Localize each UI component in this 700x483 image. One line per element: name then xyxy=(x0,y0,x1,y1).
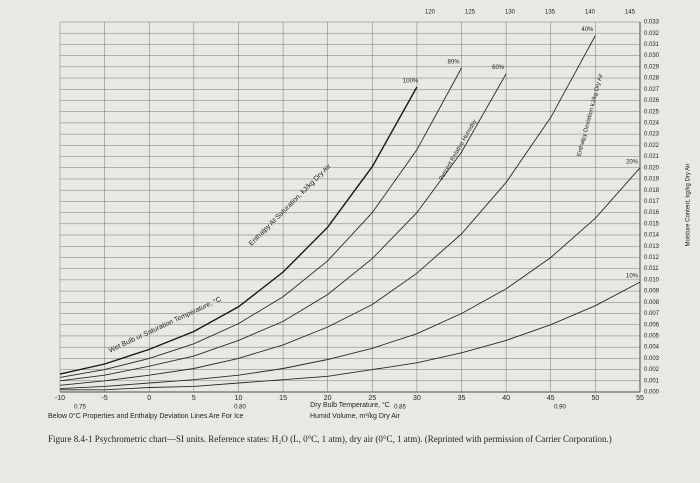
x-tick-label: 25 xyxy=(368,395,376,402)
y-tick-label: 0.024 xyxy=(644,120,660,126)
y-tick-label: 0.020 xyxy=(644,165,660,171)
x-tick-label: 35 xyxy=(458,395,466,402)
y-tick-label: 0.003 xyxy=(644,356,660,362)
x-axis-label: Dry Bulb Temperature, °C xyxy=(310,401,390,409)
volume-tick-label: 0.85 xyxy=(394,405,406,411)
rh-curve-label: 20% xyxy=(626,159,639,165)
y-tick-label: 0.008 xyxy=(644,300,660,306)
x-tick-label: 5 xyxy=(192,395,196,402)
y-tick-label: 0.007 xyxy=(644,311,660,317)
x-tick-label: 10 xyxy=(235,395,243,402)
y-tick-label: 0.031 xyxy=(644,42,660,48)
y-axis-label: Moisture Content, kg/kg Dry Air xyxy=(686,163,692,246)
rh-curve xyxy=(60,281,641,391)
rh-curve xyxy=(59,167,641,390)
volume-label: Humid Volume, m³/kg Dry Air xyxy=(310,413,401,420)
rh-curve xyxy=(59,86,418,375)
rh-curve-label: 10% xyxy=(626,274,639,280)
rh-curve xyxy=(59,35,596,386)
volume-tick-label: 0.90 xyxy=(554,405,566,411)
x-tick-label: -5 xyxy=(101,395,107,402)
enthalpy-tick-label: 140 xyxy=(585,10,596,16)
rh-curve-label: 40% xyxy=(581,27,594,33)
y-tick-label: 0.028 xyxy=(644,76,660,82)
y-tick-label: 0.000 xyxy=(644,390,660,396)
rh-curve-label: 100% xyxy=(403,79,419,85)
y-tick-label: 0.009 xyxy=(644,289,660,295)
x-tick-label: 0 xyxy=(147,395,151,402)
x-tick-label: 15 xyxy=(279,395,287,402)
y-tick-label: 0.011 xyxy=(644,266,659,272)
y-tick-label: 0.033 xyxy=(644,20,660,26)
y-tick-label: 0.017 xyxy=(644,199,660,205)
y-tick-label: 0.025 xyxy=(644,109,660,115)
enthalpy-tick-label: 135 xyxy=(545,10,556,16)
y-tick-label: 0.002 xyxy=(644,367,660,373)
x-tick-label: -10 xyxy=(55,395,65,402)
rh-curve xyxy=(59,73,507,382)
y-tick-label: 0.030 xyxy=(644,53,660,59)
enthalpy-tick-label: 145 xyxy=(625,10,636,16)
rh-curve-label: 80% xyxy=(448,60,461,66)
y-tick-label: 0.027 xyxy=(644,87,660,93)
enthalpy-tick-label: 120 xyxy=(425,10,436,16)
y-tick-label: 0.005 xyxy=(644,334,660,340)
y-tick-label: 0.023 xyxy=(644,132,660,138)
y-tick-label: 0.015 xyxy=(644,221,660,227)
rh-curve xyxy=(59,67,462,378)
ice-note: Below 0°C Properties and Enthalpy Deviat… xyxy=(48,412,244,420)
y-tick-label: 0.016 xyxy=(644,210,660,216)
y-tick-label: 0.010 xyxy=(644,277,660,283)
enthalpy-tick-label: 125 xyxy=(465,10,476,16)
y-tick-label: 0.014 xyxy=(644,233,660,239)
x-tick-label: 50 xyxy=(591,395,599,402)
y-tick-label: 0.019 xyxy=(644,177,660,183)
y-tick-label: 0.012 xyxy=(644,255,660,261)
y-tick-label: 0.029 xyxy=(644,64,660,70)
y-tick-label: 0.026 xyxy=(644,98,660,104)
volume-tick-label: 0.75 xyxy=(74,405,86,411)
y-tick-label: 0.004 xyxy=(644,345,660,351)
enthalpy-tick-label: 130 xyxy=(505,10,516,16)
y-tick-label: 0.001 xyxy=(644,378,660,384)
y-tick-label: 0.013 xyxy=(644,244,660,250)
x-tick-label: 30 xyxy=(413,395,421,402)
caption: Figure 8.4-1 Psychrometric chart—SI unit… xyxy=(48,434,612,444)
x-tick-label: 45 xyxy=(547,395,555,402)
y-tick-label: 0.022 xyxy=(644,143,660,149)
y-tick-label: 0.018 xyxy=(644,188,660,194)
x-tick-label: 20 xyxy=(324,395,332,402)
y-tick-label: 0.032 xyxy=(644,31,660,37)
y-tick-label: 0.006 xyxy=(644,322,660,328)
x-tick-label: 55 xyxy=(636,395,644,402)
y-tick-label: 0.021 xyxy=(644,154,660,160)
rh-curve-label: 60% xyxy=(492,65,505,71)
x-tick-label: 40 xyxy=(502,395,510,402)
volume-tick-label: 0.80 xyxy=(234,405,246,411)
